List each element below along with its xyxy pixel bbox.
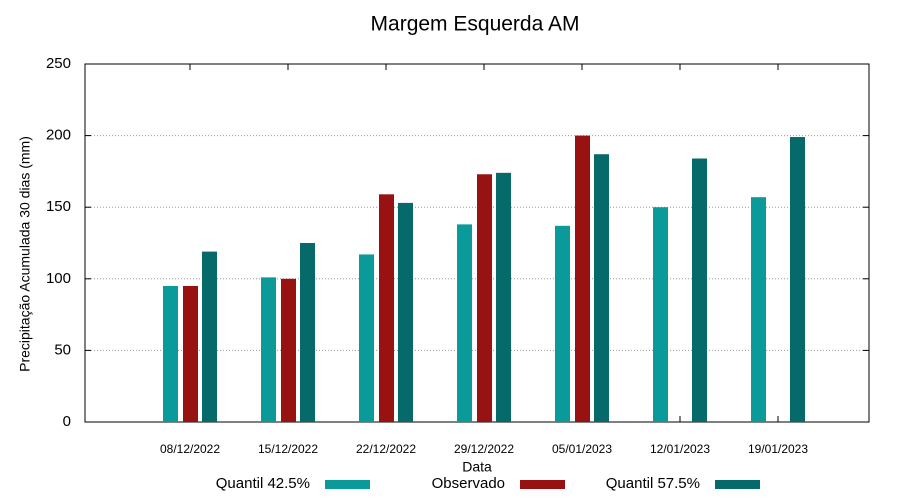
- bar: [398, 202, 413, 422]
- bar: [281, 278, 296, 422]
- x-tick-label: 22/12/2022: [356, 442, 416, 456]
- bar: [575, 135, 590, 422]
- bar: [183, 285, 198, 422]
- y-tick-label: 100: [46, 270, 71, 287]
- y-tick-label: 50: [54, 341, 71, 358]
- legend-swatch: [715, 480, 760, 489]
- x-tick-label: 12/01/2023: [650, 442, 710, 456]
- x-axis-label: Data: [462, 459, 492, 475]
- bar: [359, 254, 374, 422]
- legend-label: Observado: [432, 475, 505, 492]
- bar: [202, 251, 217, 422]
- chart-title: Margem Esquerda AM: [371, 13, 580, 36]
- bar: [300, 243, 315, 422]
- legend-swatch: [325, 480, 370, 489]
- bar: [163, 285, 178, 422]
- bar: [379, 194, 394, 422]
- bar: [496, 172, 511, 422]
- y-tick-label: 0: [63, 413, 71, 430]
- legend-swatch: [520, 480, 565, 489]
- x-tick-label: 08/12/2022: [160, 442, 220, 456]
- bar: [692, 158, 707, 422]
- bar: [457, 224, 472, 422]
- legend-label: Quantil 57.5%: [606, 475, 700, 492]
- y-axis-label: Precipitação Acumulada 30 dias (mm): [17, 136, 33, 372]
- x-tick-label: 19/01/2023: [748, 442, 808, 456]
- y-tick-label: 200: [46, 127, 71, 144]
- bar: [751, 197, 766, 422]
- x-tick-label: 29/12/2022: [454, 442, 514, 456]
- y-tick-label: 150: [46, 198, 71, 215]
- y-tick-label: 250: [46, 55, 71, 72]
- bar: [555, 225, 570, 422]
- bar: [790, 137, 805, 423]
- x-tick-label: 05/01/2023: [552, 442, 612, 456]
- bar: [594, 154, 609, 422]
- bar: [653, 207, 668, 422]
- x-tick-label: 15/12/2022: [258, 442, 318, 456]
- bar: [477, 174, 492, 422]
- legend-label: Quantil 42.5%: [216, 475, 310, 492]
- bar: [261, 277, 276, 422]
